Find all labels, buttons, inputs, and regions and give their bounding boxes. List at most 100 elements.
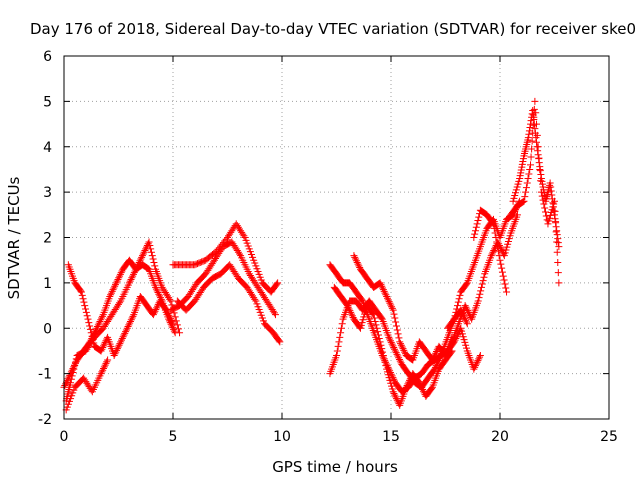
data-point [255, 270, 263, 278]
data-point [419, 386, 427, 394]
data-point [498, 264, 506, 272]
data-point [393, 326, 401, 334]
data-point [257, 311, 265, 319]
data-point [403, 382, 411, 390]
data-point [70, 365, 78, 373]
data-point [378, 282, 386, 290]
data-point [68, 372, 76, 380]
data-points [60, 97, 563, 414]
data-point [153, 302, 161, 310]
data-point [406, 376, 414, 384]
x-tick-label: 15 [382, 429, 400, 445]
data-point [107, 289, 115, 297]
data-point [100, 363, 108, 371]
data-point [379, 284, 387, 292]
data-point [511, 192, 519, 200]
data-point [549, 203, 557, 211]
data-point [379, 286, 387, 294]
data-point [528, 110, 536, 118]
data-point [431, 351, 439, 359]
data-point [126, 317, 134, 325]
series-pass-f [169, 220, 282, 296]
data-point [471, 363, 479, 371]
data-point [113, 346, 121, 354]
data-point [376, 338, 384, 346]
data-point [475, 355, 483, 363]
data-point [355, 262, 363, 270]
data-point [455, 295, 463, 303]
data-point [334, 342, 342, 350]
data-point [369, 310, 377, 318]
data-point [252, 297, 260, 305]
data-point [545, 217, 553, 225]
data-point [387, 338, 395, 346]
data-point [150, 309, 158, 317]
data-point [101, 361, 109, 369]
data-point [256, 273, 264, 281]
data-point [397, 341, 405, 349]
data-point [462, 280, 470, 288]
data-point [383, 368, 391, 376]
data-point [112, 279, 120, 287]
data-point [168, 318, 176, 326]
data-point [170, 325, 178, 333]
data-point [419, 387, 427, 395]
data-point [343, 302, 351, 310]
series-pass-c [64, 261, 177, 359]
data-point [152, 283, 160, 291]
data-point [553, 248, 561, 256]
data-point [82, 305, 90, 313]
data-point [379, 348, 387, 356]
data-point [459, 333, 467, 341]
data-point [103, 358, 111, 366]
data-point [518, 163, 526, 171]
data-point [253, 265, 261, 273]
data-point [100, 342, 108, 350]
data-point [504, 240, 512, 248]
data-point [348, 312, 356, 320]
data-point [528, 137, 536, 145]
data-point [531, 97, 539, 105]
data-point [104, 356, 112, 364]
data-point [372, 321, 380, 329]
data-point [64, 400, 72, 408]
data-point [90, 339, 98, 347]
data-point [122, 328, 130, 336]
data-point [172, 317, 180, 325]
data-point [475, 213, 483, 221]
data-point [155, 290, 163, 298]
data-point [163, 308, 171, 316]
data-point [98, 368, 106, 376]
data-point [118, 267, 126, 275]
x-tick-label: 0 [60, 429, 69, 445]
data-point [382, 362, 390, 370]
data-point [136, 257, 144, 265]
data-point [139, 250, 147, 258]
data-point [546, 214, 554, 222]
data-point [385, 298, 393, 306]
data-point [388, 304, 396, 312]
data-point [391, 391, 399, 399]
data-point [127, 316, 135, 324]
data-point [99, 344, 107, 352]
data-point [551, 197, 558, 205]
data-point [374, 328, 382, 336]
data-point [377, 341, 385, 349]
data-point [534, 147, 542, 155]
data-point [417, 382, 425, 390]
data-point [167, 316, 175, 324]
data-point [516, 175, 524, 183]
data-point [493, 238, 501, 246]
y-tick-label: 2 [43, 231, 52, 247]
data-point [245, 245, 253, 253]
data-point [80, 298, 88, 306]
data-point [100, 365, 108, 373]
data-point [138, 252, 146, 260]
data-point [151, 307, 159, 315]
data-point [254, 268, 262, 276]
data-point [247, 251, 255, 259]
data-point [555, 279, 563, 287]
data-point [384, 371, 392, 379]
data-point [502, 246, 510, 254]
data-point [541, 204, 549, 212]
